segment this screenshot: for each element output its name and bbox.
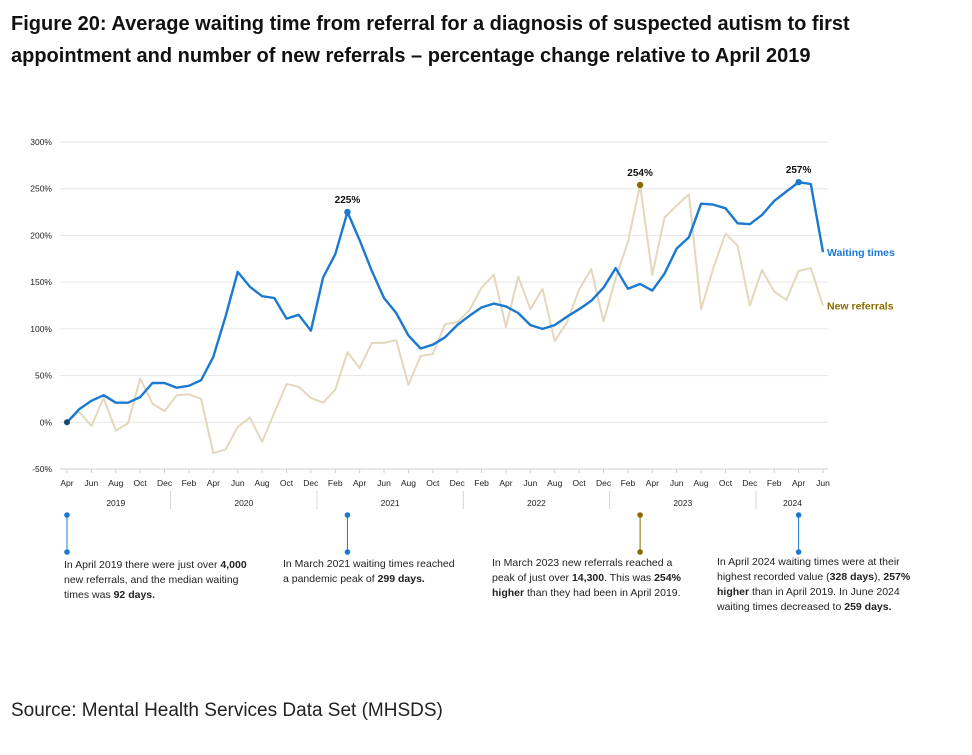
y-tick-label: -50%: [32, 464, 52, 474]
x-tick-label: Feb: [182, 478, 197, 488]
source-note: Source: Mental Health Services Data Set …: [11, 700, 443, 721]
x-tick-label: Jun: [523, 478, 537, 488]
y-tick-label: 100%: [30, 324, 52, 334]
callout-dot: [64, 549, 70, 555]
y-tick-label: 300%: [30, 137, 52, 147]
y-tick-label: 250%: [30, 184, 52, 194]
x-tick-label: Apr: [499, 478, 512, 488]
year-label: 2021: [381, 498, 400, 508]
x-tick-label: Feb: [767, 478, 782, 488]
x-tick-label: Dec: [157, 478, 173, 488]
peak-marker: [344, 208, 351, 216]
callout-dot: [344, 512, 351, 518]
callout-dot: [637, 549, 643, 555]
x-tick-label: Jun: [85, 478, 99, 488]
callout-text: In March 2023 new referrals reached a pe…: [492, 557, 681, 599]
year-label: 2024: [783, 498, 802, 508]
x-tick-label: Aug: [255, 478, 270, 488]
x-tick-label: Feb: [621, 478, 636, 488]
x-tick-label: Jun: [816, 478, 830, 488]
x-tick-label: Apr: [60, 478, 73, 488]
series-lines: Waiting times New referrals: [66, 180, 895, 455]
peak-marker: [795, 178, 802, 186]
start-point-marker: [64, 419, 70, 426]
chart-title: Figure 20: Average waiting time from ref…: [11, 13, 850, 67]
x-tick-label: Apr: [353, 478, 366, 488]
series-line-waiting-times: [66, 180, 825, 424]
x-tick-label: Apr: [792, 478, 805, 488]
y-tick-label: 50%: [35, 371, 52, 381]
peak-label: 254%: [627, 168, 653, 179]
x-tick-label: Oct: [426, 478, 440, 488]
x-tick-label: Jun: [377, 478, 391, 488]
x-tick-label: Oct: [134, 478, 148, 488]
line-chart: -50% 0% 50% 100% 150% 200% 250% 300% Apr Jun Aug O…: [30, 137, 895, 555]
series-line-new-referrals: [66, 184, 824, 455]
y-tick-label: 200%: [30, 230, 52, 240]
series-label: Waiting times: [827, 247, 895, 259]
peak-label: 257%: [786, 165, 812, 176]
callout-text: In March 2021 waiting times reached a pa…: [283, 558, 455, 585]
callout-dot: [795, 549, 802, 555]
peak-marker: [636, 181, 644, 189]
x-tick-label: Oct: [280, 478, 294, 488]
year-label: 2023: [673, 498, 692, 508]
x-tick-label: Oct: [573, 478, 587, 488]
markers: 225% 254% 257%: [64, 165, 812, 555]
x-tick-label: Aug: [547, 478, 562, 488]
callout-text: In April 2024 waiting times were at thei…: [717, 556, 911, 613]
x-tick-label: Dec: [450, 478, 466, 488]
x-tick-label: Dec: [303, 478, 319, 488]
callout-dot: [64, 512, 70, 518]
callout-text: In April 2019 there were just over 4,000…: [64, 559, 247, 601]
x-tick-label: Jun: [670, 478, 684, 488]
peak-label: 225%: [335, 195, 361, 206]
x-tick-label: Apr: [646, 478, 659, 488]
y-tick-label: 150%: [30, 277, 52, 287]
x-tick-label: Jun: [231, 478, 245, 488]
x-tick-label: Oct: [719, 478, 733, 488]
x-tick-label: Apr: [207, 478, 220, 488]
callout-dot: [795, 512, 802, 518]
x-tick-label: Aug: [694, 478, 709, 488]
x-tick-label: Feb: [474, 478, 489, 488]
callout-dot: [344, 549, 351, 555]
y-tick-label: 0%: [40, 417, 53, 427]
year-label: 2019: [106, 498, 125, 508]
gridlines: [60, 141, 828, 470]
x-tick-label: Aug: [401, 478, 416, 488]
y-axis: -50% 0% 50% 100% 150% 200% 250% 300%: [30, 137, 52, 474]
callout-dot: [637, 512, 643, 518]
x-tick-label: Dec: [596, 478, 612, 488]
x-tick-label: Feb: [328, 478, 343, 488]
x-tick-label: Aug: [108, 478, 123, 488]
x-tick-label: Dec: [742, 478, 758, 488]
x-axis: Apr Jun Aug Oct Dec Feb Apr Jun Aug Oct Dec Feb Apr J…: [60, 468, 830, 509]
series-label: New referrals: [827, 301, 894, 313]
year-label: 2020: [234, 498, 253, 508]
year-label: 2022: [527, 498, 546, 508]
